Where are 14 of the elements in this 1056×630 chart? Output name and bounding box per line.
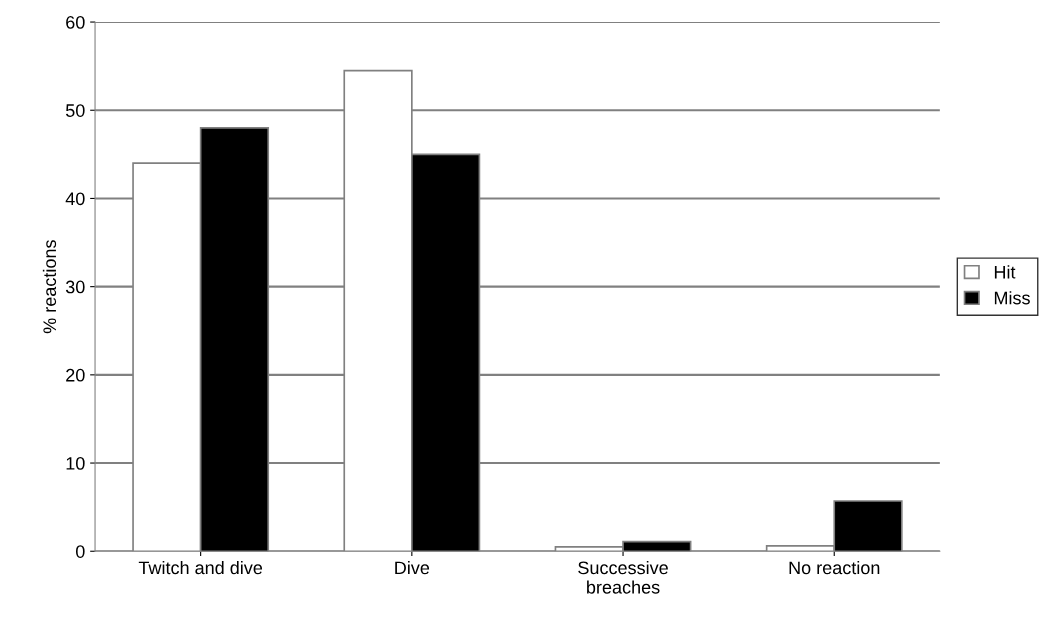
x-tick-label: No reaction bbox=[789, 560, 880, 575]
y-tick-label: 40 bbox=[65, 192, 85, 206]
x-tick-label: Dive bbox=[395, 560, 430, 575]
y-tick-label: 20 bbox=[66, 368, 85, 382]
legend-label: Hit bbox=[994, 265, 1016, 279]
y-tick-label: 60 bbox=[66, 15, 85, 29]
y-tick-label: 0 bbox=[75, 545, 85, 558]
x-tick-label: Twitch and dive bbox=[138, 560, 263, 575]
legend-label: Miss bbox=[994, 291, 1030, 305]
x-tick-label: Successive breaches bbox=[578, 560, 668, 594]
y-tick-label: 30 bbox=[65, 280, 85, 294]
y-tick-label: 50 bbox=[65, 104, 85, 117]
y-axis-title: % reactions bbox=[42, 240, 57, 334]
y-tick-label: 10 bbox=[66, 456, 85, 470]
